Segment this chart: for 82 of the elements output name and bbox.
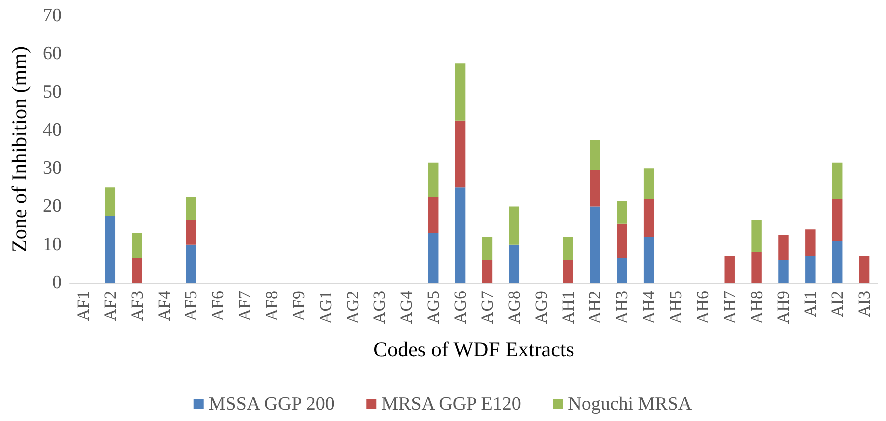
x-tick-label: AF8 xyxy=(262,291,282,322)
bar xyxy=(563,237,574,260)
bar xyxy=(778,260,789,283)
y-tick-label: 20 xyxy=(43,196,62,218)
x-tick-label: AG5 xyxy=(424,291,444,324)
x-axis-title: Codes of WDF Extracts xyxy=(374,338,574,362)
bar xyxy=(482,260,493,283)
x-tick-label: AG7 xyxy=(478,290,497,324)
bar xyxy=(455,120,466,188)
bar xyxy=(455,64,466,121)
bar xyxy=(832,162,843,200)
bar xyxy=(617,258,628,283)
y-tick-label: 10 xyxy=(43,234,62,256)
bar xyxy=(832,199,843,242)
x-tick-label: AF1 xyxy=(74,291,93,322)
x-tick-label: AH2 xyxy=(586,291,605,324)
bar xyxy=(752,220,762,252)
x-tick-label: AH8 xyxy=(747,291,766,324)
x-tick-label: AH5 xyxy=(666,291,686,324)
x-tick-label: AG2 xyxy=(343,291,362,324)
y-tick-label: 60 xyxy=(43,44,62,65)
bar xyxy=(105,188,116,216)
bar xyxy=(563,260,574,283)
bar xyxy=(590,206,600,283)
legend-label: Noguchi MRSA xyxy=(568,394,692,415)
bar xyxy=(644,199,654,238)
x-tick-label: AF3 xyxy=(128,291,147,322)
x-tick-label: AG6 xyxy=(451,291,470,324)
x-tick-label: AH3 xyxy=(612,291,632,324)
bar xyxy=(132,233,142,258)
bar xyxy=(428,197,439,234)
bar xyxy=(482,237,493,260)
bar xyxy=(617,200,628,224)
x-tick-label: AG4 xyxy=(397,290,416,324)
x-tick-label: AH7 xyxy=(720,290,740,324)
x-tick-label: AH4 xyxy=(640,290,659,324)
bar xyxy=(428,162,439,198)
bar xyxy=(428,233,439,283)
x-tick-label: AF2 xyxy=(100,291,120,322)
bar xyxy=(778,235,789,260)
bar xyxy=(186,220,196,245)
bar xyxy=(590,170,600,207)
legend-label: MRSA GGP E120 xyxy=(382,394,522,415)
bar xyxy=(644,168,654,200)
x-tick-label: AF7 xyxy=(236,290,255,322)
x-tick-label: AH9 xyxy=(774,291,794,324)
x-tick-label: AH6 xyxy=(693,291,712,324)
bar xyxy=(644,237,654,283)
y-tick-label: 30 xyxy=(43,158,62,180)
bar xyxy=(617,224,628,258)
bar xyxy=(859,256,870,283)
x-tick-label: AF6 xyxy=(208,291,228,322)
y-tick-label: 50 xyxy=(43,82,62,103)
y-axis-title: Zone of Inhibition (mm) xyxy=(8,46,32,252)
x-tick-label: AG3 xyxy=(370,291,390,324)
x-tick-label: AF4 xyxy=(154,290,174,322)
bar xyxy=(806,256,816,283)
bar xyxy=(132,258,142,283)
bar xyxy=(105,216,116,283)
bar xyxy=(186,197,196,220)
y-tick-label: 70 xyxy=(43,6,62,26)
x-tick-label: AF5 xyxy=(182,291,201,322)
bar xyxy=(509,244,520,283)
bar xyxy=(806,230,816,256)
bar xyxy=(186,244,196,283)
x-tick-label: AI3 xyxy=(855,291,874,318)
x-tick-label: AG1 xyxy=(316,291,336,324)
x-tick-label: AF9 xyxy=(289,291,308,322)
legend-label: MSSA GGP 200 xyxy=(208,394,335,415)
bar xyxy=(724,256,735,283)
bar xyxy=(752,252,762,283)
x-tick-label: AG9 xyxy=(532,291,551,324)
x-tick-label: AI2 xyxy=(828,291,848,318)
y-tick-label: 40 xyxy=(43,120,62,141)
x-tick-label: AH1 xyxy=(558,291,578,324)
bar xyxy=(455,188,466,283)
x-tick-label: AI1 xyxy=(801,291,820,318)
y-tick-label: 0 xyxy=(52,272,62,294)
x-tick-label: AG8 xyxy=(504,291,524,324)
bar xyxy=(590,140,600,170)
bar xyxy=(509,206,520,245)
bar xyxy=(832,241,843,283)
